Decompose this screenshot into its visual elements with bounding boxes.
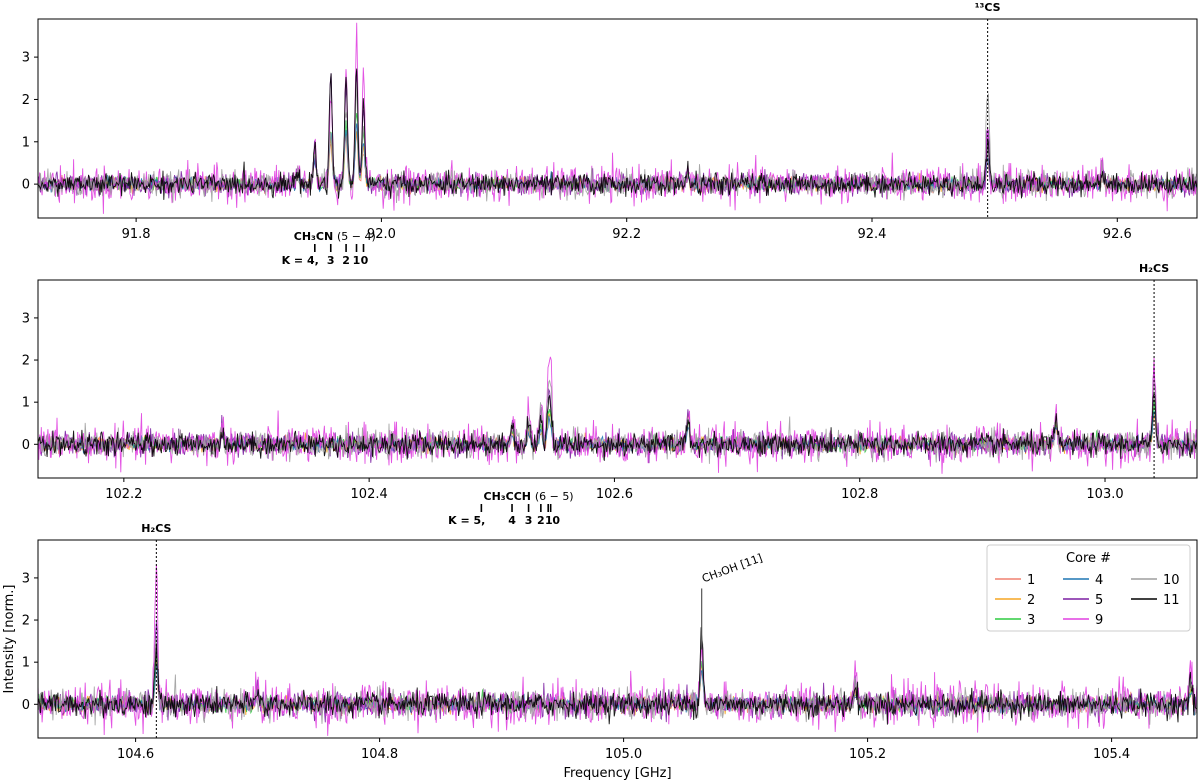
panel-3-annotation-label-1: CH₃OH [11] [700, 551, 764, 585]
panel-2-ytick-label-2: 2 [22, 354, 30, 369]
panel-1-k-label-0: K = 4, [282, 254, 319, 267]
panel-2-xtick-label-2: 102.6 [596, 487, 633, 502]
panel-3-series-11-line [38, 627, 1197, 725]
legend-entry-2: 2 [1027, 593, 1035, 608]
panel-3: 104.6 104.8 105.0 105.2 105.4 0 1 2 3 Frequency [… [2, 522, 1198, 781]
panel-3-frame [37, 539, 1198, 739]
panel-1-k-label-3: 1 [353, 254, 361, 267]
panel-2-annotation-label-0: H₂CS [1139, 262, 1169, 275]
panel-2-ytick-label-0: 0 [22, 438, 30, 453]
panel-2-frame [37, 279, 1198, 479]
legend-entry-5: 5 [1095, 593, 1103, 608]
panel-1-k-label-1: 3 [327, 254, 335, 267]
panel-2-ytick-label-1: 1 [22, 396, 30, 411]
panel-1-annotation-label-0: ¹³CS [975, 1, 1001, 14]
panel-1-k-label-4: 0 [361, 254, 369, 267]
panel-2-k-label-4: 1 [545, 514, 553, 527]
panel-3-xtick-label-3: 105.2 [849, 747, 886, 762]
panel-2: 102.2 102.4 102.6 102.8 103.00123H₂CSCH₃CCH … [22, 262, 1198, 527]
panel-2-xtick-label-3: 102.8 [841, 487, 878, 502]
legend-entry-11: 11 [1163, 593, 1180, 608]
panel-1-k-label-2: 2 [342, 254, 350, 267]
panel-1-ytick-label-0: 0 [22, 178, 30, 193]
panel-1-xtick-label-0: 91.8 [122, 227, 151, 242]
panel-1-ytick-label-2: 2 [22, 93, 30, 108]
panel-1-ytick-label-1: 1 [22, 135, 30, 150]
panel-3-xtick-label-4: 105.4 [1093, 747, 1130, 762]
panel-3-xtick-label-0: 104.6 [117, 747, 154, 762]
legend: Core # 1 2 3 4 5 9 10 11 [986, 544, 1191, 632]
panel-1-xtick-label-1: 92.0 [367, 227, 396, 242]
panel-3-xtick-label-1: 104.8 [361, 747, 398, 762]
panel-2-k-label-1: 4 [508, 514, 516, 527]
panel-1-plot-area [38, 22, 1197, 214]
panel-2-ytick-label-3: 3 [22, 311, 30, 326]
panel-2-xtick-label-0: 102.2 [105, 487, 142, 502]
panel-2-k-label-3: 2 [537, 514, 545, 527]
panel-2-k-label-2: 3 [525, 514, 533, 527]
legend-entry-1: 1 [1027, 573, 1035, 588]
panel-2-plot-area [38, 356, 1197, 474]
panel-2-series-9-line [38, 356, 1197, 474]
panel-3-ytick-label-1: 1 [22, 656, 30, 671]
legend-title: Core # [1066, 551, 1111, 566]
legend-box [986, 544, 1191, 632]
panel-3-ylabel: Intensity [norm.] [2, 585, 17, 694]
panel-3-xlabel: Frequency [GHz] [563, 766, 671, 780]
panel-2-xtick-label-4: 103.0 [1086, 487, 1123, 502]
panel-3-xtick-label-2: 105.0 [605, 747, 642, 762]
legend-entry-3: 3 [1027, 613, 1035, 628]
panel-3-ytick-label-0: 0 [22, 698, 30, 713]
panel-1-xtick-label-4: 92.6 [1103, 227, 1132, 242]
panel-1-frame [37, 18, 1198, 219]
panel-3-ytick-label-3: 3 [22, 571, 30, 586]
legend-entry-4: 4 [1095, 573, 1103, 588]
legend-entry-9: 9 [1095, 613, 1103, 628]
panel-2-k-label-0: K = 5, [448, 514, 485, 527]
panel-2-xtick-label-1: 102.4 [351, 487, 388, 502]
panel-3-annotation-label-0: H₂CS [141, 522, 171, 535]
panel-1-xtick-label-2: 92.2 [612, 227, 641, 242]
panel-1-ytick-label-3: 3 [22, 51, 30, 66]
panel-1-xtick-label-3: 92.4 [858, 227, 887, 242]
panel-3-ytick-label-2: 2 [22, 614, 30, 629]
panel-2-series-11-line [38, 392, 1197, 461]
panel-1-species-label: CH₃CN (5 − 4) [294, 230, 376, 243]
legend-entry-10: 10 [1163, 573, 1180, 588]
panel-2-species-label: CH₃CCH (6 − 5) [484, 490, 574, 503]
panel-2-k-label-5: 0 [552, 514, 560, 527]
panel-1-series-11-line [38, 68, 1197, 200]
panel-3-plot-area [38, 564, 1197, 736]
